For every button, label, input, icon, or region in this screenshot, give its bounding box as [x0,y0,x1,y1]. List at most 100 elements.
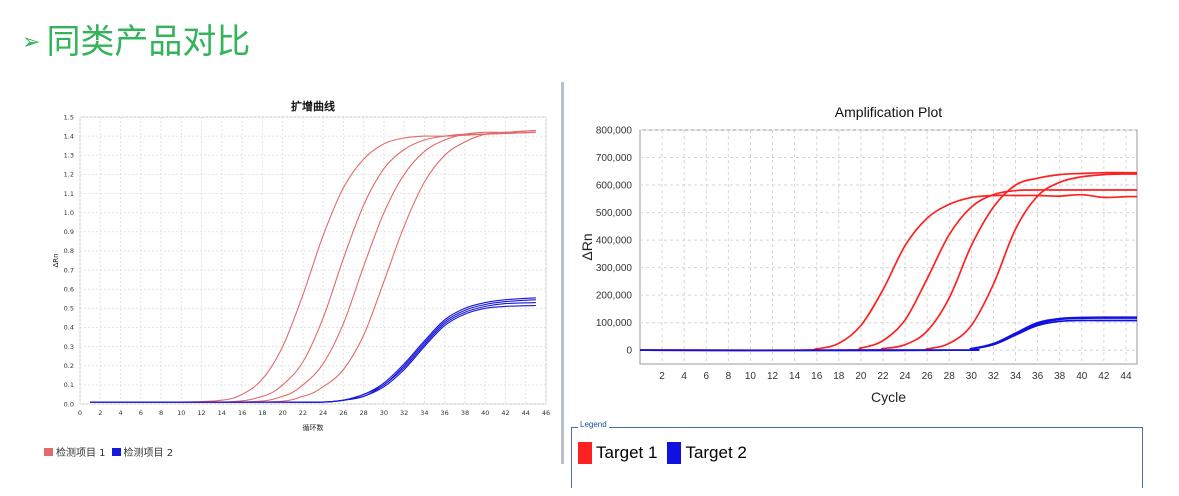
x-tick-label: 36 [441,409,449,417]
x-tick-label: 24 [900,371,912,382]
y-tick-label: 1.4 [64,132,74,140]
panel-divider [561,82,564,464]
legend-item-target-2[interactable]: Target 2 [667,442,747,464]
x-tick-label: 6 [139,409,143,417]
y-tick-label: 600,000 [596,181,633,192]
y-tick-label: 0.3 [64,343,74,351]
legend-label: 检测项目 2 [123,448,174,459]
y-tick-label: 100,000 [596,318,633,329]
x-tick-label: 46 [542,409,550,417]
x-tick-label: 28 [944,371,956,382]
x-tick-label: 12 [767,371,779,382]
series-line-7 [639,316,1137,352]
y-tick-label: 0.5 [64,305,74,313]
x-tick-label: 10 [177,409,185,417]
series-line-2 [90,131,536,404]
series-line-1 [639,193,1138,352]
y-tick-label: 0.2 [64,362,74,370]
x-tick-label: 36 [1032,371,1044,382]
x-tick-label: 26 [339,409,347,417]
x-tick-label: 14 [218,409,226,417]
x-tick-label: 18 [833,371,845,382]
x-tick-label: 40 [1076,371,1088,382]
y-tick-label: 0.6 [64,285,74,293]
x-tick-label: 20 [855,371,867,382]
series-line-8 [90,297,536,403]
y-tick-label: 1.2 [64,171,74,179]
x-tick-label: 42 [501,409,509,417]
plot-area [79,116,547,405]
y-tick-label: 1.3 [64,152,74,160]
x-tick-label: 0 [78,409,82,417]
legend-swatch-blue [667,442,682,464]
legend-item-2[interactable]: 检测项目 2 [111,444,174,459]
x-tick-label: 16 [238,409,246,417]
x-tick-label: 34 [420,409,428,417]
x-tick-label: 32 [400,409,408,417]
x-tick-label: 4 [118,409,122,417]
slide-title: ➢ 同类产品对比 [22,14,250,63]
series-line-1 [90,131,536,403]
chart-1-legend: 检测项目 1 检测项目 2 [44,444,179,459]
series-line-2 [639,189,1137,352]
legend-swatch-blue [111,447,121,456]
legend-title: Legend [578,420,609,429]
x-tick-label: 34 [1010,371,1022,382]
slide-title-text: 同类产品对比 [46,22,251,62]
legend-label: 检测项目 1 [56,448,106,459]
chart-2-legend: Target 1 Target 2 [578,442,757,464]
y-tick-label: 1.5 [64,113,74,121]
x-tick-label: 8 [159,409,163,417]
x-tick-label: 16 [811,371,823,382]
x-tick-label: 40 [481,409,489,417]
y-tick-label: 0.0 [64,400,74,408]
x-tick-label: 2 [659,371,665,382]
chart-title: 扩增曲线 [291,99,335,113]
bullet-arrow-icon: ➢ [22,30,41,55]
y-axis-label: ΔRn [579,233,595,260]
legend-swatch-red [578,442,592,464]
chart-2-amplification-plot: 2 4 6 8 10 12 14 16 18 20 22 24 26 28 30 32 34 36 38 40 42 44… [579,104,1138,405]
y-axis-label: ΔRn [52,253,60,267]
x-tick-label: 38 [461,409,469,417]
legend-label: Target 1 [596,443,658,462]
y-tick-label: 0.7 [64,266,74,274]
legend-item-1[interactable]: 检测项目 1 [44,444,106,459]
x-tick-label: 18 [258,409,266,417]
x-tick-label: 22 [299,409,307,417]
x-axis-label: Cycle [871,389,906,405]
y-tick-label: 0 [626,346,632,357]
y-tick-label: 800,000 [596,126,633,137]
chart-2-legend-box [571,427,1143,488]
x-tick-label: 12 [197,409,205,417]
series-line-3 [639,171,1137,352]
y-tick-label: 0.1 [64,381,74,389]
x-axis-label: 循环数 [303,423,324,432]
x-tick-label: 30 [966,371,978,382]
plot-area [639,129,1138,365]
x-tick-label: 44 [1120,371,1132,382]
x-tick-label: 26 [922,371,934,382]
x-tick-label: 24 [319,409,327,417]
x-tick-label: 4 [681,371,687,382]
y-tick-label: 400,000 [596,236,633,247]
x-tick-label: 20 [278,409,286,417]
legend-swatch-red [44,447,53,456]
x-tick-label: 30 [380,409,388,417]
x-tick-label: 32 [988,371,1000,382]
series-line-4 [90,129,536,404]
y-tick-label: 300,000 [596,263,633,274]
chart-title: Amplification Plot [835,104,942,120]
y-tick-label: 0.9 [64,228,74,236]
x-tick-label: 22 [877,371,889,382]
x-tick-label: 28 [360,409,368,417]
legend-label: Target 2 [685,443,747,462]
y-tick-label: 700,000 [596,153,633,164]
y-tick-label: 1.1 [64,190,74,198]
y-tick-label: 200,000 [596,291,633,302]
x-tick-label: 8 [726,371,732,382]
y-tick-label: 1.0 [64,209,74,217]
x-tick-label: 44 [522,409,530,417]
series-line-3 [90,129,536,404]
legend-item-target-1[interactable]: Target 1 [578,442,657,464]
